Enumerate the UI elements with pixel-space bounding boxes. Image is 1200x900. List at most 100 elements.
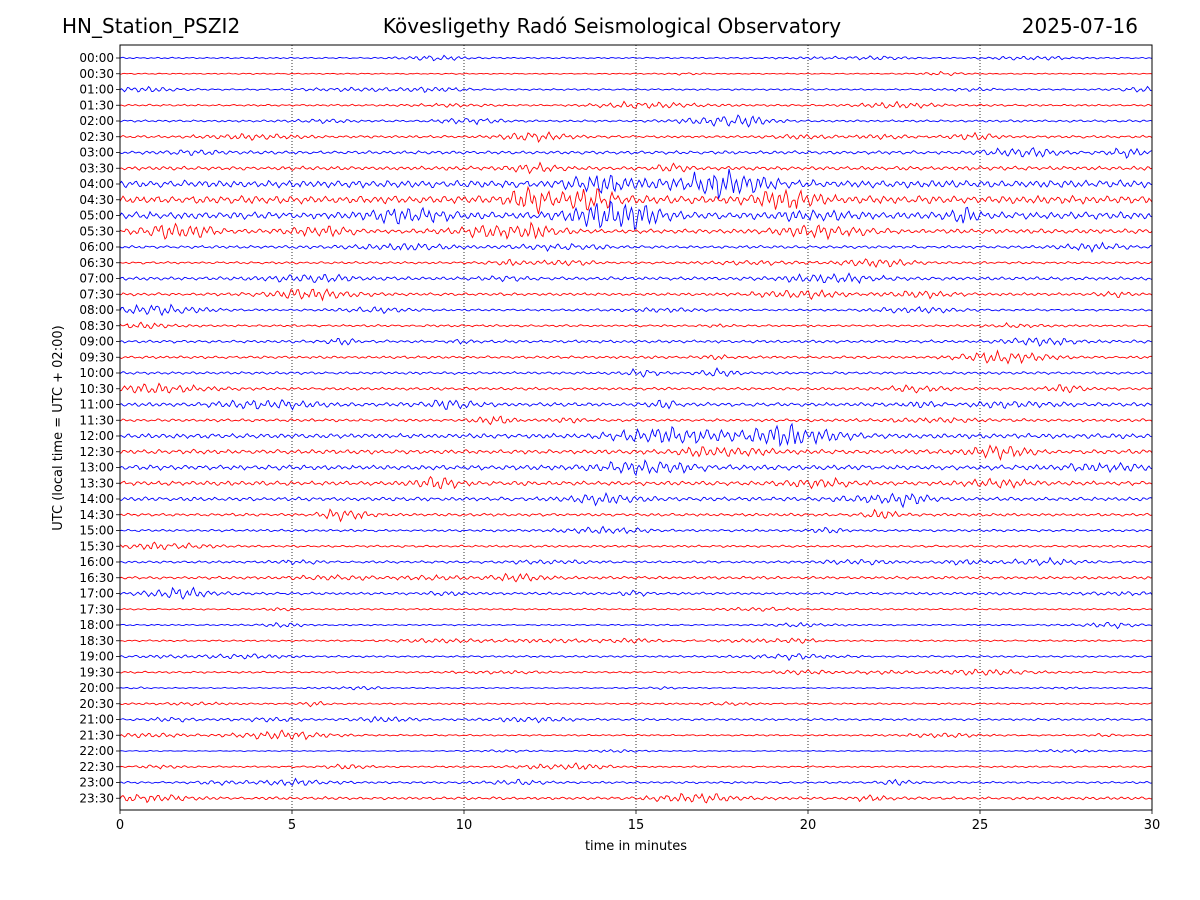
y-tick-label: 18:30 bbox=[79, 634, 114, 648]
trace-2330 bbox=[119, 792, 1153, 804]
y-tick-label: 06:00 bbox=[79, 240, 114, 254]
trace-0900 bbox=[119, 337, 1153, 347]
station-title: HN_Station_PSZI2 bbox=[62, 14, 241, 38]
y-tick-label: 05:00 bbox=[79, 209, 114, 223]
y-tick-label: 04:00 bbox=[79, 177, 114, 191]
x-tick-label: 0 bbox=[116, 818, 124, 833]
trace-0930 bbox=[119, 349, 1153, 365]
y-tick-label: 20:30 bbox=[79, 697, 114, 711]
trace-2130 bbox=[119, 729, 1153, 741]
trace-2300 bbox=[119, 777, 1153, 787]
trace-0530 bbox=[119, 221, 1153, 241]
trace-2200 bbox=[119, 749, 1153, 754]
x-axis-label: time in minutes bbox=[585, 839, 687, 854]
y-tick-label: 14:30 bbox=[79, 508, 114, 522]
trace-1800 bbox=[119, 621, 1153, 630]
y-tick-label: 12:00 bbox=[79, 429, 114, 443]
trace-2230 bbox=[119, 762, 1153, 771]
observatory-title: Kövesligethy Radó Seismological Observat… bbox=[382, 14, 842, 38]
y-tick-label: 09:00 bbox=[79, 335, 114, 349]
y-tick-label: 20:00 bbox=[79, 681, 114, 695]
y-tick-label: 07:30 bbox=[79, 287, 114, 301]
trace-1300 bbox=[119, 459, 1153, 477]
trace-1500 bbox=[119, 525, 1153, 535]
trace-1100 bbox=[119, 398, 1153, 411]
y-tick-label: 22:00 bbox=[79, 744, 114, 758]
trace-0500 bbox=[119, 200, 1153, 231]
y-tick-label: 13:00 bbox=[79, 461, 114, 475]
trace-1530 bbox=[119, 541, 1153, 551]
trace-1230 bbox=[119, 444, 1153, 462]
y-tick-label: 00:30 bbox=[79, 67, 114, 81]
trace-0330 bbox=[119, 161, 1153, 175]
y-tick-label: 23:30 bbox=[79, 791, 114, 805]
y-tick-label: 21:00 bbox=[79, 713, 114, 727]
y-tick-label: 11:30 bbox=[79, 413, 114, 427]
y-tick-label: 17:00 bbox=[79, 587, 114, 601]
trace-0600 bbox=[119, 241, 1153, 253]
trace-1930 bbox=[119, 668, 1153, 676]
trace-0230 bbox=[119, 131, 1153, 144]
y-tick-label: 07:00 bbox=[79, 272, 114, 286]
trace-1330 bbox=[119, 475, 1153, 490]
y-tick-label: 09:30 bbox=[79, 350, 114, 364]
y-tick-label: 16:00 bbox=[79, 555, 114, 569]
y-tick-label: 03:30 bbox=[79, 161, 114, 175]
y-tick-label: 05:30 bbox=[79, 224, 114, 238]
trace-0000 bbox=[119, 54, 1153, 62]
y-tick-label: 10:30 bbox=[79, 382, 114, 396]
y-tick-label: 00:00 bbox=[79, 51, 114, 65]
trace-0830 bbox=[119, 321, 1153, 329]
y-tick-label: 16:30 bbox=[79, 571, 114, 585]
x-tick-label: 20 bbox=[800, 818, 817, 833]
y-tick-label: 02:00 bbox=[79, 114, 114, 128]
trace-0300 bbox=[119, 147, 1153, 159]
y-tick-label: 21:30 bbox=[79, 728, 114, 742]
y-tick-label: 08:30 bbox=[79, 319, 114, 333]
y-tick-label: 12:30 bbox=[79, 445, 114, 459]
y-tick-label: 08:00 bbox=[79, 303, 114, 317]
y-tick-label: 19:00 bbox=[79, 650, 114, 664]
y-tick-label: 04:30 bbox=[79, 193, 114, 207]
trace-0430 bbox=[119, 185, 1153, 215]
trace-1730 bbox=[119, 606, 1153, 612]
trace-0700 bbox=[119, 272, 1153, 285]
y-tick-label: 22:30 bbox=[79, 760, 114, 774]
trace-0400 bbox=[119, 168, 1153, 199]
trace-1900 bbox=[119, 653, 1153, 662]
y-tick-label: 01:00 bbox=[79, 83, 114, 97]
y-tick-label: 23:00 bbox=[79, 776, 114, 790]
x-tick-label: 15 bbox=[628, 818, 645, 833]
y-tick-label: 02:30 bbox=[79, 130, 114, 144]
x-tick-label: 5 bbox=[288, 818, 296, 833]
trace-1700 bbox=[119, 586, 1153, 600]
x-tick-label: 25 bbox=[972, 818, 989, 833]
y-tick-label: 10:00 bbox=[79, 366, 114, 380]
x-tick-label: 30 bbox=[1144, 818, 1161, 833]
y-tick-label: 01:30 bbox=[79, 98, 114, 112]
trace-0030 bbox=[119, 70, 1153, 77]
y-tick-label: 06:30 bbox=[79, 256, 114, 270]
y-tick-label: 18:00 bbox=[79, 618, 114, 632]
y-tick-label: 14:00 bbox=[79, 492, 114, 506]
trace-1000 bbox=[119, 367, 1153, 378]
y-tick-label: 11:00 bbox=[79, 398, 114, 412]
trace-0100 bbox=[119, 85, 1153, 93]
x-tick-label: 10 bbox=[456, 818, 473, 833]
trace-0130 bbox=[119, 100, 1153, 109]
grid-lines bbox=[291, 45, 981, 810]
trace-1630 bbox=[119, 572, 1153, 583]
trace-1600 bbox=[119, 556, 1153, 567]
trace-2100 bbox=[119, 715, 1153, 724]
y-tick-label: 19:30 bbox=[79, 665, 114, 679]
trace-0800 bbox=[119, 303, 1153, 317]
trace-1030 bbox=[119, 382, 1153, 394]
trace-1200 bbox=[119, 422, 1153, 448]
trace-2030 bbox=[119, 700, 1153, 708]
trace-1400 bbox=[119, 491, 1153, 509]
y-tick-label: 15:00 bbox=[79, 524, 114, 538]
y-tick-label: 03:00 bbox=[79, 146, 114, 160]
trace-1830 bbox=[119, 637, 1153, 644]
